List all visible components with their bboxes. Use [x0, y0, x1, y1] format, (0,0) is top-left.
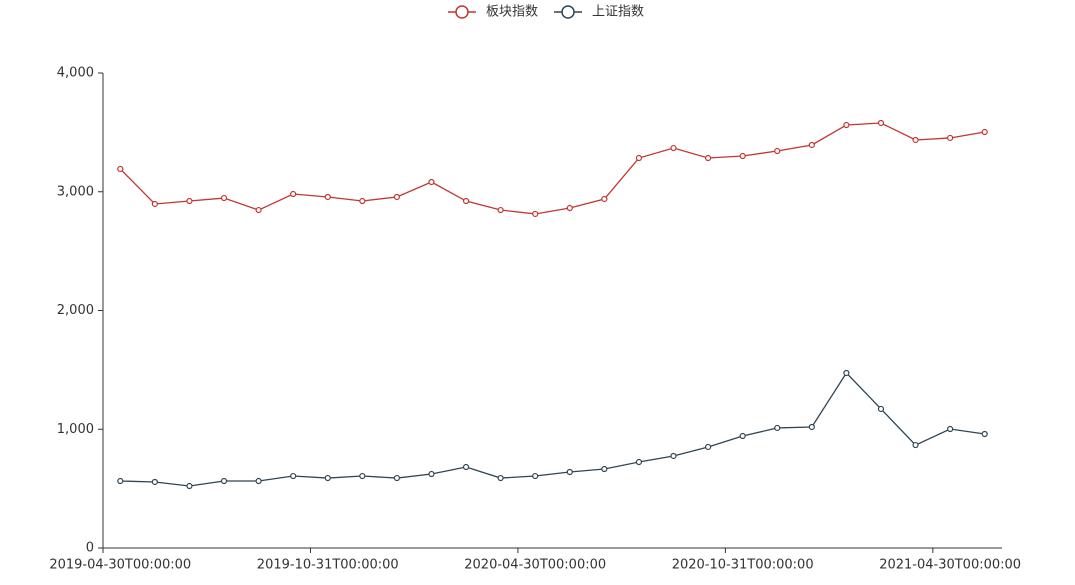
x-tick-label: 2019-04-30T00:00:00 — [49, 558, 191, 573]
data-point — [532, 210, 539, 218]
data-point — [843, 369, 850, 377]
data-point — [532, 472, 539, 480]
data-point — [739, 432, 746, 440]
data-point — [428, 470, 435, 478]
data-point — [981, 128, 988, 136]
y-tick-label: 0 — [86, 541, 94, 556]
data-point — [290, 472, 297, 480]
data-point — [393, 474, 401, 482]
data-point — [912, 441, 919, 449]
data-point — [981, 430, 988, 438]
legend-item: 板块指数 — [448, 5, 538, 20]
data-point — [704, 154, 712, 162]
data-point — [877, 405, 885, 413]
y-tick-label: 4,000 — [57, 66, 94, 81]
data-point — [255, 477, 262, 485]
data-point — [670, 144, 677, 152]
x-tick-label: 2020-10-31T00:00:00 — [672, 558, 814, 573]
data-point — [151, 200, 158, 208]
legend-symbol — [561, 5, 575, 19]
data-point — [462, 197, 470, 205]
data-point — [877, 119, 885, 127]
data-point — [947, 134, 954, 142]
data-point — [324, 474, 331, 482]
data-point — [290, 190, 297, 198]
data-point — [117, 477, 124, 485]
series-line — [120, 371, 985, 487]
data-point — [255, 206, 262, 214]
data-point — [462, 463, 470, 471]
data-point — [428, 178, 435, 186]
data-point — [670, 452, 677, 460]
data-point — [947, 425, 954, 433]
data-point — [393, 193, 401, 201]
data-point — [497, 474, 504, 482]
data-point — [566, 204, 573, 212]
legend-label: 板块指数 — [486, 5, 538, 20]
data-point — [324, 193, 331, 201]
data-point — [808, 423, 815, 431]
y-tick-label: 2,000 — [57, 303, 94, 318]
data-point — [359, 197, 366, 205]
data-point — [220, 194, 228, 202]
x-tick-label: 2021-04-30T00:00:00 — [879, 558, 1021, 573]
legend-symbol — [455, 5, 469, 19]
data-point — [635, 458, 643, 466]
series-line — [119, 122, 985, 215]
legend-item: 上证指数 — [554, 5, 644, 20]
y-tick-label: 1,000 — [57, 422, 94, 437]
data-point — [843, 121, 850, 129]
data-point — [912, 136, 919, 144]
data-point — [774, 147, 781, 155]
data-point — [359, 472, 366, 480]
y-tick-label: 3,000 — [57, 184, 94, 199]
data-point — [566, 468, 573, 476]
data-point — [808, 141, 815, 149]
data-point — [151, 478, 158, 486]
data-point — [601, 195, 608, 203]
legend-label: 上证指数 — [592, 5, 644, 20]
data-point — [601, 465, 608, 473]
x-tick-label: 2020-04-30T00:00:00 — [464, 558, 606, 573]
data-point — [220, 477, 228, 485]
data-point — [635, 154, 643, 162]
data-point — [186, 482, 193, 490]
data-point — [774, 424, 781, 432]
x-tick-label: 2019-10-31T00:00:00 — [257, 558, 399, 573]
data-point — [117, 165, 124, 173]
data-point — [497, 206, 504, 214]
data-point — [704, 443, 712, 451]
data-point — [186, 197, 193, 205]
data-point — [739, 152, 746, 160]
